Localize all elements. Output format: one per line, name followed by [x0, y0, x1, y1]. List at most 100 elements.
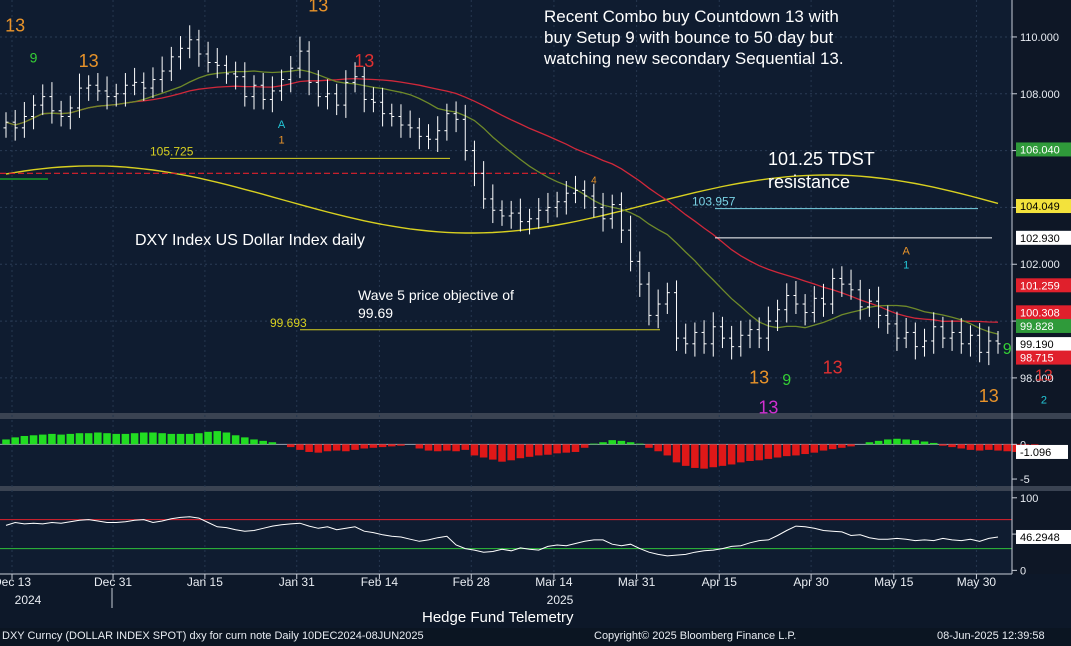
ohlc-bar: [765, 306, 771, 351]
histogram-bar: [314, 444, 323, 453]
histogram-bar: [241, 437, 249, 445]
ohlc-bar: [21, 102, 27, 138]
ohlc-bar: [793, 281, 799, 314]
ohlc-bar: [894, 311, 900, 351]
ohlc-bar: [223, 55, 229, 84]
histogram-bar: [57, 434, 65, 445]
histogram-bar: [782, 444, 791, 457]
td-sequential-label: A: [902, 245, 910, 257]
ohlc-bar: [435, 116, 441, 153]
histogram-bar: [213, 431, 222, 445]
ohlc-bar: [279, 69, 285, 101]
price-label-box: [1016, 318, 1071, 333]
x-tick-label: Dec 31: [94, 575, 132, 589]
ohlc-bar: [12, 109, 18, 141]
histogram-bar: [626, 442, 635, 445]
histogram-bar: [746, 444, 754, 461]
ohlc-bar: [398, 104, 404, 138]
ohlc-bar: [554, 191, 560, 218]
td-sequential-label: 13: [749, 368, 769, 388]
panel-separator: [0, 486, 1071, 491]
ohlc-bar: [885, 305, 891, 334]
ohlc-bar: [719, 316, 725, 349]
price-tick-label: 102.000: [1020, 259, 1060, 271]
ohlc-bar: [113, 83, 119, 107]
histogram-bar: [323, 444, 332, 452]
histogram-bar: [599, 442, 607, 445]
histogram-bar: [700, 444, 708, 469]
ohlc-bar: [297, 36, 303, 79]
histogram-bar: [571, 444, 580, 452]
ohlc-bar: [940, 316, 946, 349]
ohlc-bar: [3, 112, 9, 138]
footer-security: DXY Curncy (DOLLAR INDEX SPOT) dxy for c…: [2, 630, 424, 642]
tdst-note: 101.25 TDST resistance: [768, 148, 875, 194]
histogram-bar: [84, 433, 93, 445]
price-tick-label: 108.000: [1020, 89, 1060, 101]
ohlc-bar: [618, 192, 624, 243]
x-tick-label: Apr 15: [702, 575, 738, 589]
wave5-line-1: Wave 5 price objective of: [358, 287, 514, 303]
wave5-line-2: 99.69: [358, 305, 394, 321]
ohlc-bar: [674, 280, 680, 351]
hist-tick-label: -5: [1020, 474, 1030, 486]
ohlc-bar: [178, 36, 184, 70]
ohlc-bar: [481, 161, 487, 209]
histogram-bar: [332, 444, 341, 451]
td-sequential-label: 1: [903, 260, 909, 272]
price-label-box: [1016, 278, 1071, 293]
index-title: DXY Index US Dollar Index daily: [135, 232, 366, 249]
histogram-bar: [461, 444, 470, 450]
price-label-box: [1016, 230, 1071, 245]
price-tick-label: 98.000: [1020, 373, 1054, 385]
x-tick-label: Jan 31: [279, 575, 315, 589]
ohlc-bar: [76, 73, 82, 118]
ohlc-bar: [196, 29, 202, 67]
histogram-bar: [801, 444, 809, 455]
ohlc-bar: [572, 175, 578, 204]
ohlc-bar: [536, 198, 542, 229]
histogram-bar: [479, 444, 488, 458]
ohlc-bar: [958, 317, 964, 354]
td-sequential-label: 13: [5, 15, 25, 35]
ohlc-bar: [251, 75, 257, 110]
ohlc-bar: [949, 320, 955, 351]
rsi-tick-label: 0: [1020, 565, 1026, 577]
histogram-bar: [250, 439, 258, 445]
ohlc-bar: [490, 184, 496, 224]
ohlc-bar: [31, 95, 37, 130]
ohlc-bar: [738, 320, 744, 357]
ohlc-bar: [747, 319, 753, 349]
ohlc-bar: [986, 326, 992, 366]
td-sequential-label: 9: [30, 50, 38, 66]
ohlc-bar: [187, 25, 193, 59]
histogram-bar: [773, 444, 782, 458]
ohlc-bar: [141, 72, 147, 101]
ohlc-bar: [701, 320, 707, 354]
price-label-box: [1016, 337, 1071, 352]
ohlc-bar: [233, 61, 239, 90]
ohlc-bar: [591, 183, 597, 218]
x-tick-label: May 15: [874, 575, 914, 589]
ohlc-bar: [122, 73, 128, 107]
combo-note-line-1: Recent Combo buy Countdown 13 with: [544, 7, 839, 26]
ohlc-bar: [857, 279, 863, 320]
histogram-bar: [553, 444, 561, 454]
ohlc-bar: [444, 103, 450, 141]
price-label-text: 99.190: [1020, 339, 1054, 351]
ohlc-bar: [729, 325, 735, 360]
histogram-bar: [709, 444, 718, 468]
price-label-text: 101.259: [1020, 280, 1060, 292]
ohlc-bar: [132, 67, 138, 96]
histogram-bar: [11, 437, 19, 445]
ohlc-bar: [628, 215, 634, 272]
histogram-bar: [636, 443, 644, 445]
x-tick-label: May 30: [957, 575, 997, 589]
histogram-bar: [663, 444, 672, 456]
x-tick-label: Dec 13: [0, 575, 31, 589]
histogram-bar: [994, 444, 1002, 451]
histogram-bar: [176, 433, 185, 445]
ohlc-bar: [977, 323, 983, 363]
histogram-bar: [939, 444, 947, 446]
histogram-bar: [828, 444, 837, 450]
